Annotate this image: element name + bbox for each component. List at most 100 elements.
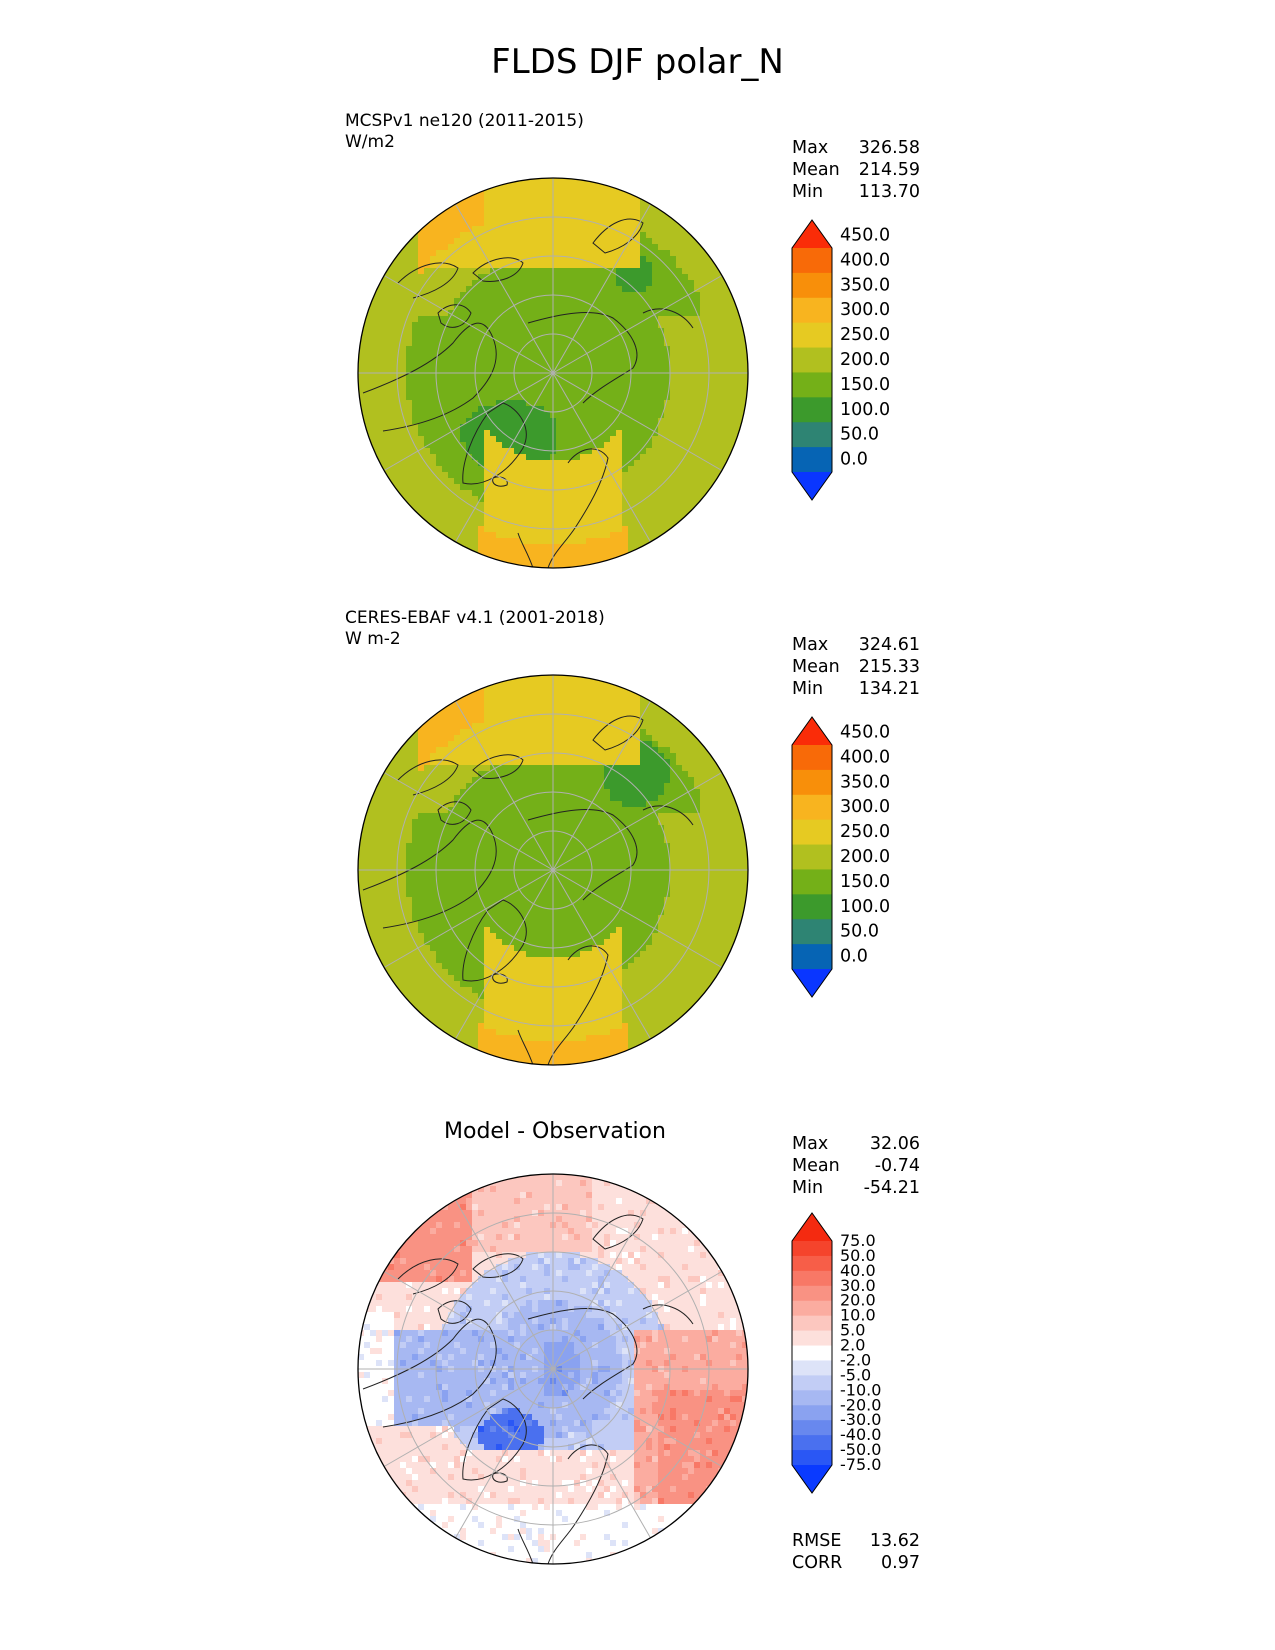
field-cell [562,208,569,215]
field-cell [436,747,443,754]
field-cell [454,358,461,365]
field-cell [604,496,611,503]
field-cell [382,352,389,359]
field-cell [658,424,665,431]
field-cell [394,310,401,317]
field-cell [370,819,377,826]
field-cell [520,364,527,371]
field-cell [472,424,479,431]
field-cell [556,424,563,431]
field-cell [490,711,497,718]
field-cell [592,406,599,413]
field-cell [640,382,647,389]
field-cell [568,753,575,760]
field-cell [406,777,413,784]
field-cell [736,819,743,826]
field-cell [568,184,575,191]
field-cell [424,274,431,281]
field-cell [472,202,479,209]
field-cell [508,490,515,497]
field-cell [436,274,443,281]
field-cell [646,328,653,335]
field-cell [478,310,485,317]
field-cell [508,831,515,838]
field-cell [700,352,707,359]
field-cell [652,819,659,826]
field-cell [472,340,479,347]
field-cell [682,460,689,467]
field-cell [418,520,425,527]
field-cell [382,358,389,365]
field-cell [490,328,497,335]
field-cell [556,532,563,539]
field-cell [358,364,365,371]
field-cell [664,376,671,383]
field-cell [424,268,431,275]
field-cell [496,328,503,335]
field-cell [406,286,413,293]
field-cell [676,322,683,329]
field-cell [586,340,593,347]
field-cell [604,448,611,455]
field-cell [490,520,497,527]
field-cell [676,496,683,503]
field-cell [592,771,599,778]
field-cell [628,448,635,455]
field-cell [514,747,521,754]
field-cell [520,520,527,527]
longitude-line [383,275,554,374]
field-cell [526,502,533,509]
field-cell [580,759,587,766]
field-cell [502,424,509,431]
field-cell [502,771,509,778]
field-cell [514,334,521,341]
field-cell [568,328,575,335]
field-cell [610,448,617,455]
field-cell [454,795,461,802]
field-cell [430,424,437,431]
field-cell [598,825,605,832]
field-cell [466,759,473,766]
field-cell [622,717,629,724]
field-cell [616,699,623,706]
field-cell [502,520,509,527]
field-cell [700,250,707,257]
field-cell [472,412,479,419]
field-cell [676,316,683,323]
field-cell [688,436,695,443]
field-cell [508,424,515,431]
field-cell [466,388,473,395]
field-cell [484,424,491,431]
field-cell [604,376,611,383]
field-cell [436,771,443,778]
field-cell [526,334,533,341]
field-cell [370,358,377,365]
field-cell [436,783,443,790]
field-cell [532,807,539,814]
field-cell [736,831,743,838]
stat-min: 113.70 [858,182,920,202]
field-cell [586,831,593,838]
field-cell [424,514,431,521]
field-cell [604,675,611,682]
field-cell [616,520,623,527]
field-cell [538,454,545,461]
field-cell [568,274,575,281]
field-cell [454,717,461,724]
field-cell [568,789,575,796]
field-cell [646,448,653,455]
field-cell [694,819,701,826]
field-cell [460,699,467,706]
field-cell [520,256,527,263]
field-cell [502,484,509,491]
field-cell [628,837,635,844]
field-cell [418,472,425,479]
field-cell [484,795,491,802]
field-cell [466,400,473,407]
field-cell [490,400,497,407]
field-cell [610,196,617,203]
field-cell [556,514,563,521]
field-cell [496,837,503,844]
field-cell [658,220,665,227]
field-cell [448,454,455,461]
